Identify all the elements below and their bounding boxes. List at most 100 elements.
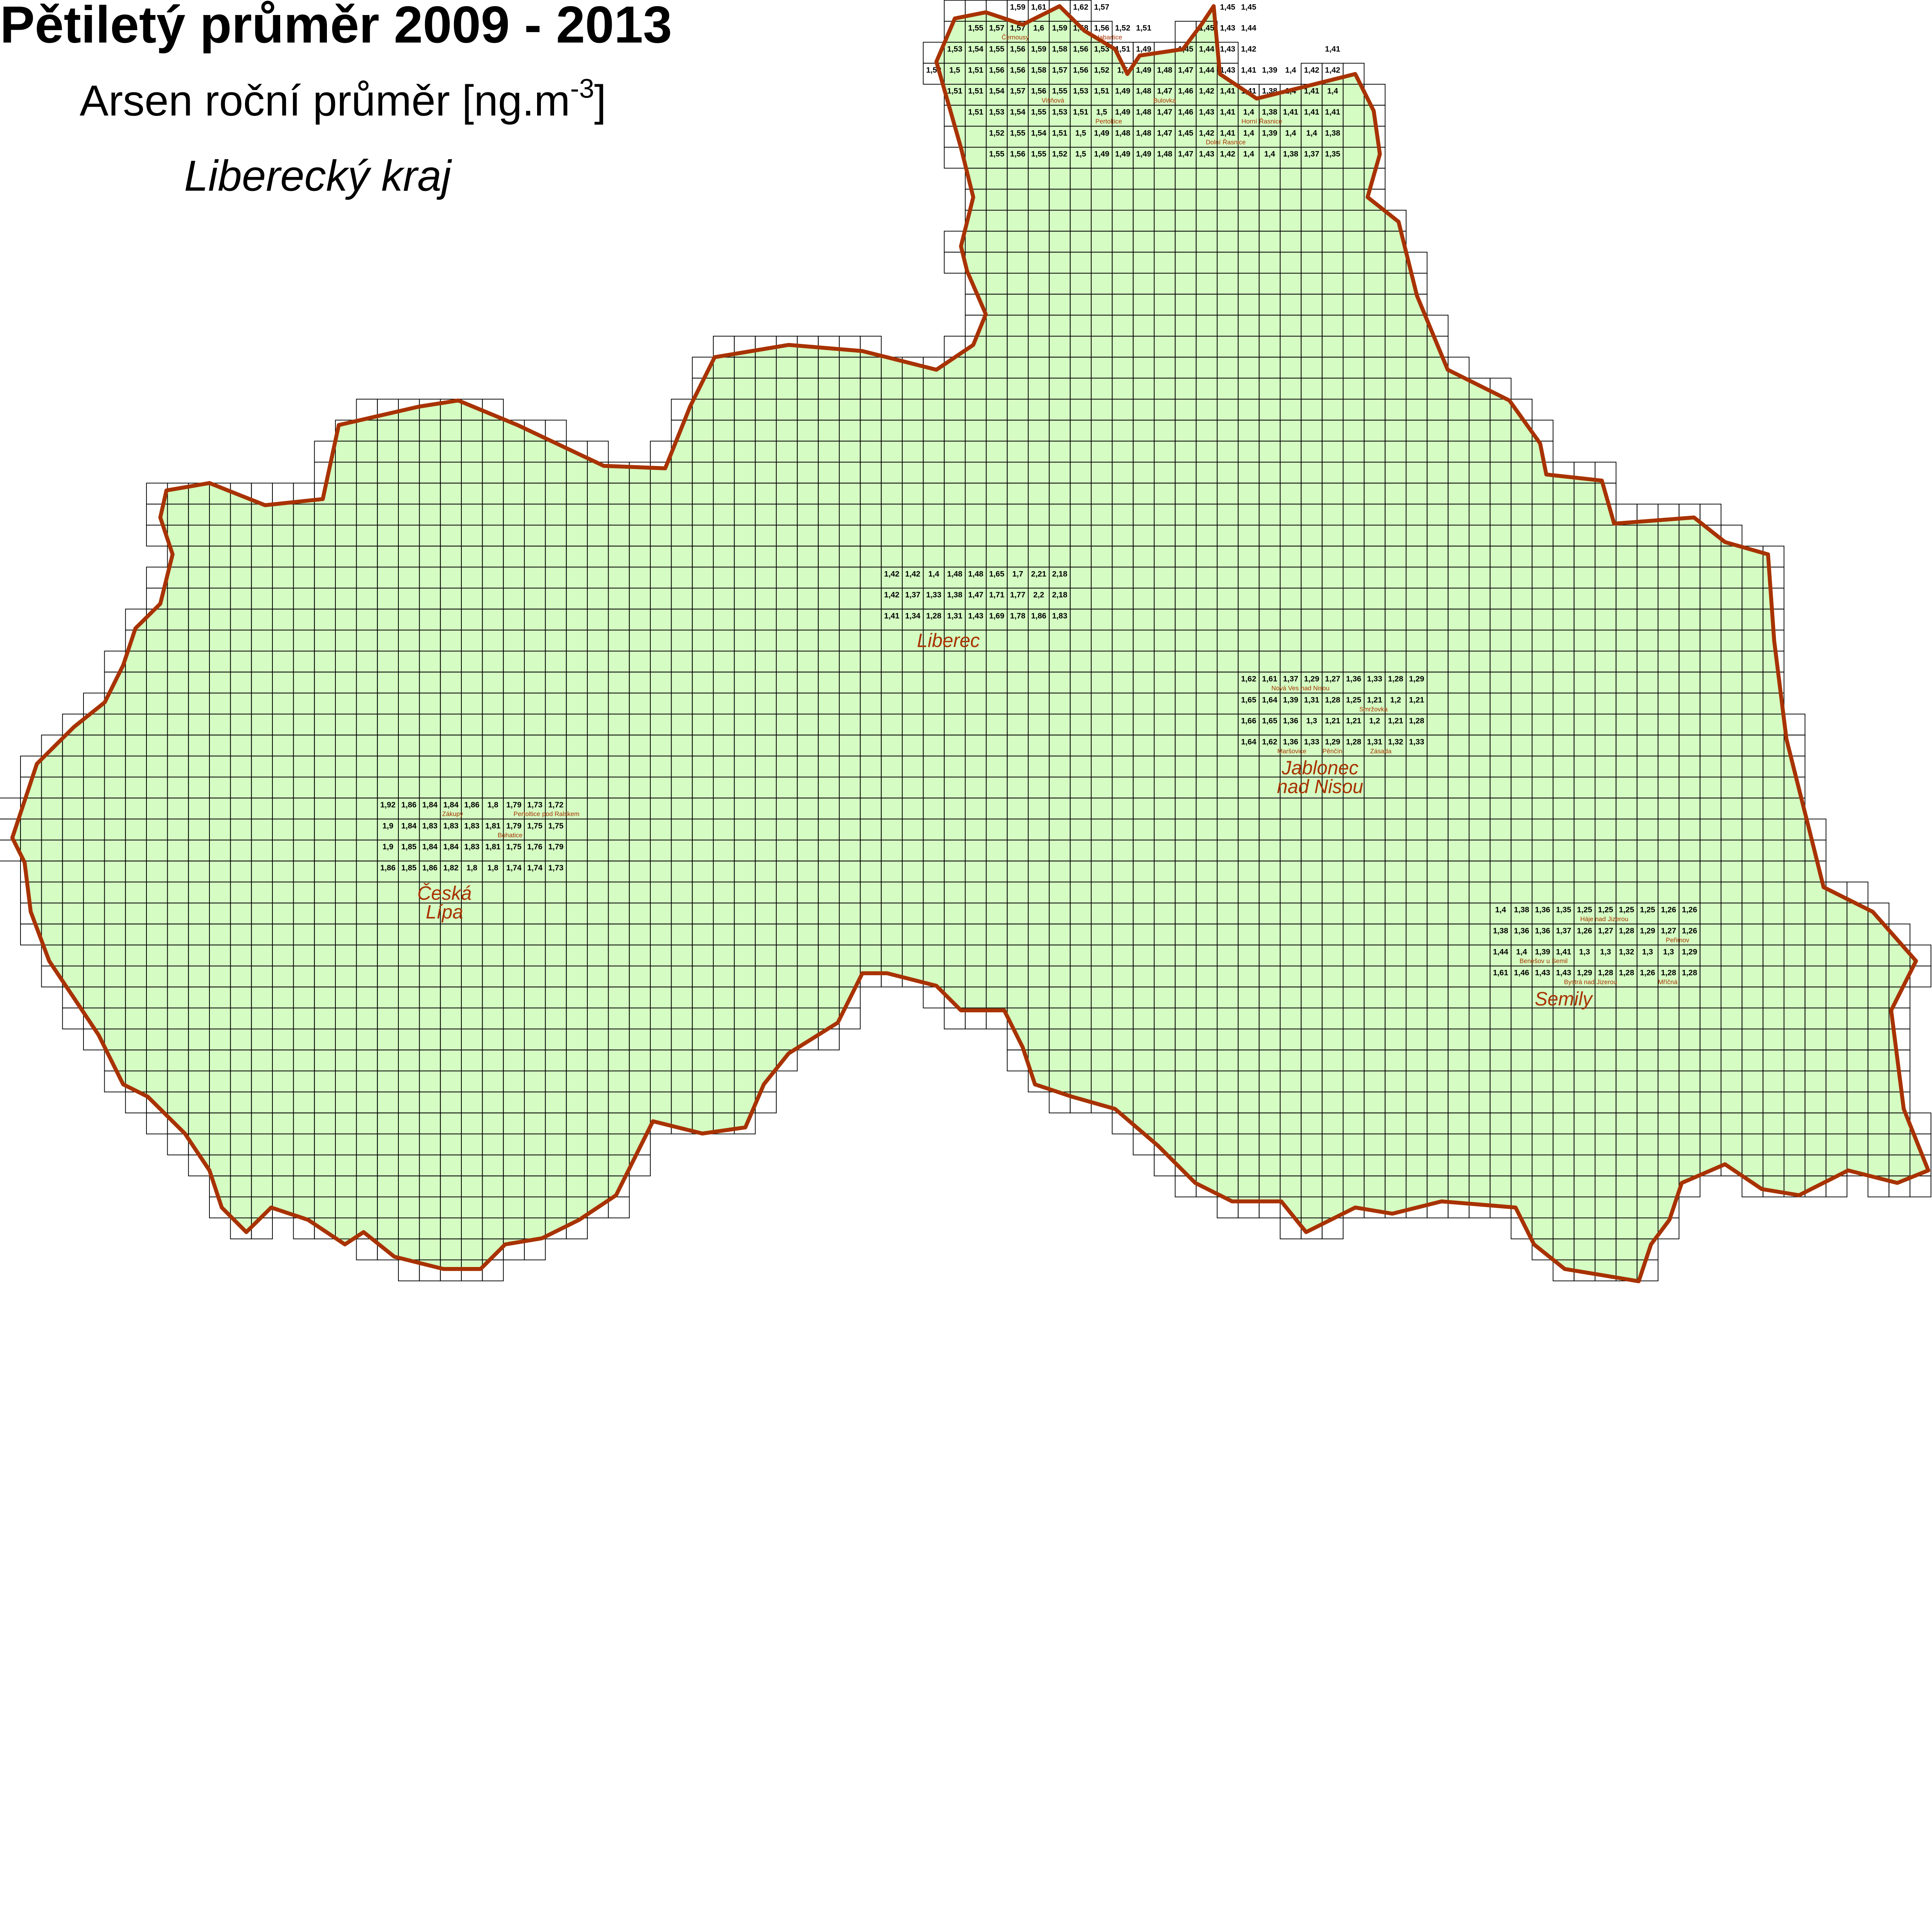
cell-value: 1,27 — [1661, 927, 1676, 935]
cell-value: 1,41 — [1220, 129, 1235, 138]
cell-value: 1,73 — [548, 864, 564, 872]
cell-value: 1,43 — [1220, 66, 1235, 75]
cell-value: 1,48 — [947, 570, 963, 578]
grid-map: 1,59 1,61 1,62 1,57 1,45 1,451,55 1,57 1,57 1,6 1… — [0, 0, 1932, 1284]
cell-value: 1,43 — [1535, 969, 1550, 977]
cell-value: 1,27 — [1325, 675, 1340, 683]
cell-value: 1,45 — [1199, 24, 1214, 32]
grid-cell — [734, 1112, 756, 1134]
cell-value: 1,8 — [466, 864, 477, 872]
place-label: Zákupy — [442, 810, 463, 818]
cell-value: 1,44 — [1199, 66, 1214, 75]
cell-value: 1,57 — [1094, 3, 1109, 12]
cell-value: 1,29 — [1682, 948, 1697, 956]
cell-value: 1,41 — [1241, 66, 1257, 75]
cell-value: 1,76 — [527, 843, 543, 851]
cell-value: 1,42 — [1325, 66, 1340, 75]
cell-value: 1,28 — [1325, 696, 1340, 704]
grid-values: 1,59 1,61 1,62 1,57 1,45 1,451,55 1,57 1,57 1,6 1… — [380, 3, 1697, 977]
cell-value: 1,38 — [1283, 150, 1298, 158]
cell-value: 1,54 — [1031, 129, 1046, 138]
cell-value: 1,52 — [989, 129, 1005, 138]
cell-value: 1,53 — [989, 108, 1005, 116]
cell-value: 1,45 — [1178, 129, 1194, 138]
place-label: Bulovka — [1153, 97, 1176, 104]
cell-value: 1,43 — [968, 612, 983, 620]
cell-value: 1,7 — [1012, 570, 1023, 578]
place-label: Mříčná — [1658, 978, 1678, 986]
cell-value: 1,52 — [1052, 150, 1068, 158]
cell-value: 2,18 — [1052, 591, 1068, 599]
cell-value: 1,9 — [383, 843, 393, 851]
cell-value: 1,74 — [527, 864, 543, 872]
cell-value: 1,39 — [1283, 696, 1298, 704]
cell-value: 1,48 — [1136, 108, 1151, 116]
cell-value: 1,62 — [1241, 675, 1257, 683]
cell-value: 1,73 — [527, 801, 543, 809]
cell-value: 1,53 — [1052, 108, 1068, 116]
cell-value: 1,43 — [1556, 969, 1571, 977]
grid-cell — [776, 1049, 798, 1071]
region-fill — [12, 6, 1929, 1281]
cell-value: 1,21 — [1388, 717, 1403, 725]
place-label: Pěnčín — [1323, 747, 1342, 755]
cell-value: 1,49 — [1115, 87, 1131, 95]
cell-value: 1,43 — [1220, 24, 1235, 32]
cell-value: 1,28 — [926, 612, 942, 620]
cell-value: 1,2 — [1390, 696, 1401, 704]
cell-value: 1,53 — [947, 45, 963, 53]
cell-value: 1,29 — [1325, 738, 1340, 746]
cell-value: 1,53 — [1073, 87, 1088, 95]
cell-value: 1,48 — [1136, 129, 1151, 138]
cell-value: 1,43 — [1199, 108, 1214, 116]
cell-value: 1,26 — [1682, 927, 1697, 935]
cell-value: 1,35 — [1325, 150, 1340, 158]
cell-value: 1,57 — [989, 24, 1005, 32]
cell-value: 1,36 — [1283, 738, 1298, 746]
place-label: Bohatice — [498, 832, 522, 839]
cell-value: 1,46 — [1514, 969, 1529, 977]
cell-value: 1,45 — [1220, 3, 1235, 12]
cell-value: 1,45 — [1178, 45, 1194, 53]
cell-value: 1,42 — [1199, 129, 1214, 138]
cell-value: 1,37 — [1556, 927, 1571, 935]
cell-value: 1,75 — [527, 822, 543, 830]
place-label: Bystrá nad Jizerou — [1564, 978, 1617, 986]
cell-value: 1,44 — [1241, 24, 1257, 32]
cell-value: 1,39 — [1262, 66, 1277, 75]
cell-value: 1,64 — [1262, 696, 1277, 704]
cell-value: 1,54 — [989, 87, 1005, 95]
grid-cell — [608, 1196, 630, 1218]
cell-value: 1,38 — [947, 591, 963, 599]
cell-value: 2,2 — [1033, 591, 1044, 599]
cell-value: 1,56 — [1094, 24, 1109, 32]
cell-value: 1,64 — [1241, 738, 1257, 746]
cell-value: 1,29 — [1577, 969, 1592, 977]
cell-value: 1,86 — [422, 864, 438, 872]
cell-value: 1,4 — [1306, 129, 1317, 138]
cell-value: 1,3 — [1663, 948, 1674, 956]
cell-value: 1,47 — [1157, 129, 1172, 138]
cell-value: 1,71 — [989, 591, 1005, 599]
cell-value: 1,5 — [1096, 108, 1107, 116]
cell-value: 1,25 — [1346, 696, 1361, 704]
map-title: Pětiletý průměr 2009 - 2013 — [0, 0, 672, 54]
cell-value: 1,28 — [1409, 717, 1424, 725]
cell-value: 1,39 — [1262, 129, 1277, 138]
cell-value: 1,3 — [1600, 948, 1611, 956]
cell-value: 1,38 — [1514, 906, 1529, 914]
cell-value: 1,21 — [1325, 717, 1340, 725]
cell-value: 1,38 — [1493, 927, 1509, 935]
cell-value: 1,36 — [1535, 906, 1550, 914]
cell-value: 1,4 — [1264, 150, 1276, 158]
cell-value: 1,4 — [928, 570, 939, 578]
place-label: Maršovice — [1277, 747, 1306, 755]
cell-value: 1,41 — [1220, 108, 1235, 116]
cell-value: 1,48 — [1157, 66, 1172, 75]
cell-value: 1,51 — [1073, 108, 1088, 116]
cell-value: 1,47 — [1157, 87, 1172, 95]
cell-value: 1,86 — [401, 801, 417, 809]
cell-value: 1,49 — [1094, 150, 1109, 158]
cell-value: 1,3 — [1579, 948, 1590, 956]
cell-value: 1,42 — [1241, 45, 1257, 53]
